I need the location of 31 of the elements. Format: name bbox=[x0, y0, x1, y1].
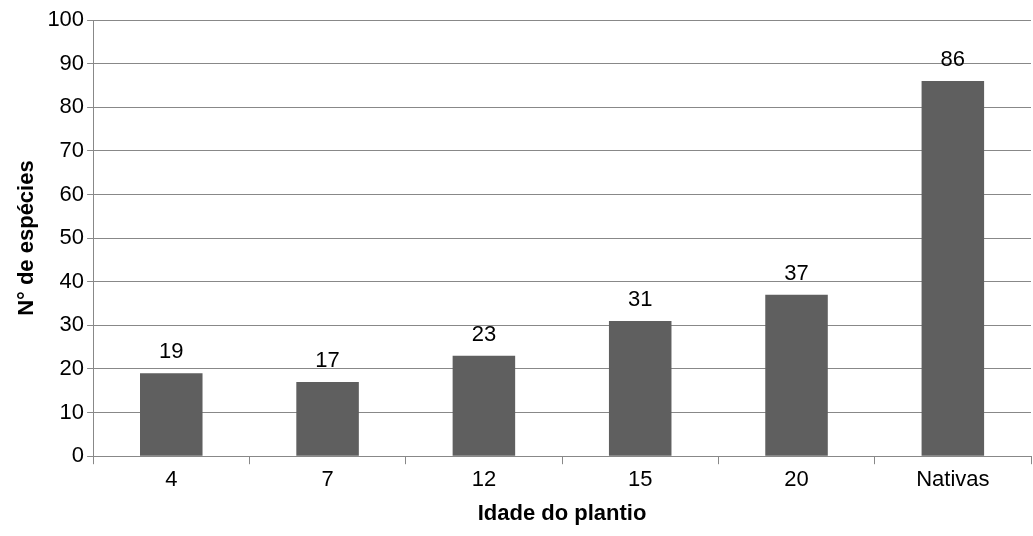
x-tick-label: 4 bbox=[165, 466, 178, 492]
y-tick-label: 80 bbox=[59, 93, 85, 119]
y-tick-label: 0 bbox=[71, 442, 85, 468]
y-tick-label: 100 bbox=[47, 6, 85, 32]
x-axis-title: Idade do plantio bbox=[477, 499, 647, 525]
data-label: 37 bbox=[784, 259, 809, 285]
y-tick-label: 20 bbox=[59, 355, 85, 381]
data-label: 17 bbox=[315, 347, 340, 373]
bar bbox=[608, 320, 672, 456]
bar bbox=[921, 81, 985, 456]
y-tick-label: 30 bbox=[59, 311, 85, 337]
y-tick-label: 60 bbox=[59, 180, 85, 206]
x-tick-label: 15 bbox=[627, 466, 653, 492]
data-label: 19 bbox=[159, 338, 184, 364]
data-label: 23 bbox=[471, 320, 497, 346]
y-tick-label: 40 bbox=[59, 267, 85, 293]
y-tick-label: 10 bbox=[59, 398, 85, 424]
x-tick-label: 7 bbox=[321, 466, 334, 492]
x-tick-label: 20 bbox=[784, 466, 809, 492]
data-label: 31 bbox=[627, 286, 653, 312]
y-tick-label: 70 bbox=[59, 136, 85, 162]
bar bbox=[296, 382, 359, 456]
y-tick-label: 90 bbox=[59, 49, 85, 75]
bar bbox=[452, 355, 516, 456]
x-tick-label: 12 bbox=[471, 466, 497, 492]
data-label: 86 bbox=[940, 46, 966, 72]
bar bbox=[765, 294, 828, 456]
y-axis-title: N° de espécies bbox=[13, 160, 39, 316]
y-tick-label: 50 bbox=[59, 224, 85, 250]
x-tick-label: Nativas bbox=[916, 466, 990, 492]
bar bbox=[140, 373, 203, 456]
